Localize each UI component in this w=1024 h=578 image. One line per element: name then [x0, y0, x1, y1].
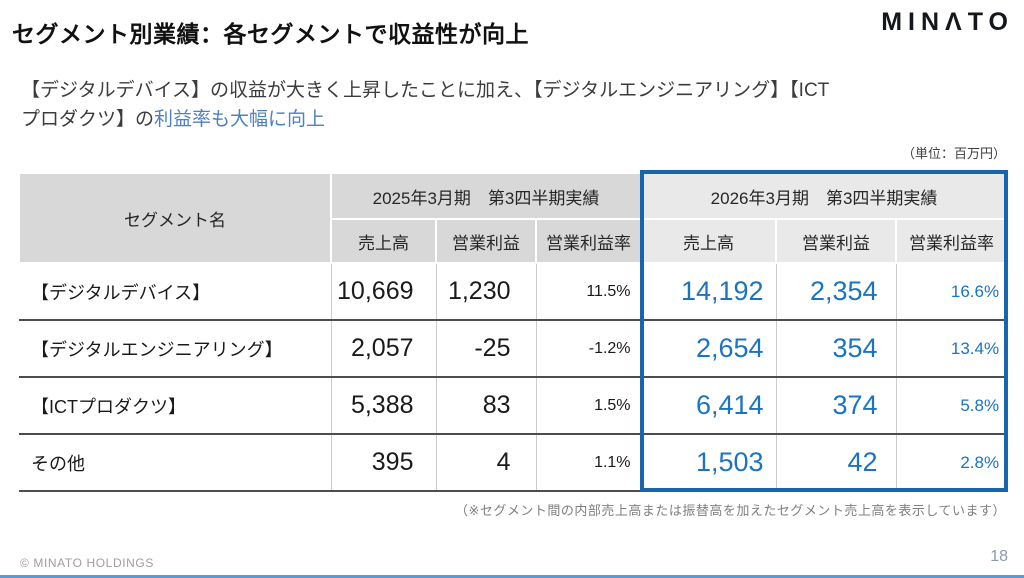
sales-fy2026-cell: 6,414 [640, 377, 777, 435]
sales-fy2025-cell: 2,057 [330, 320, 436, 378]
profit-fy2025-cell: 4 [435, 434, 536, 492]
subtitle-highlight: 利益率も大幅に向上 [154, 109, 326, 130]
sales-fy2026-cell: 1,503 [640, 434, 777, 492]
margin-fy2025-cell: 1.5% [535, 377, 642, 435]
copyright: © MINATO HOLDINGS [20, 556, 154, 570]
margin-fy2025-cell: -1.2% [535, 320, 642, 378]
minato-logo: MINΛTO [881, 8, 1014, 36]
profit-fy2026-cell: 2,354 [775, 263, 897, 321]
sales-fy2025-cell: 5,388 [330, 377, 436, 435]
table-row-digital-engineering: 【デジタルエンジニアリング】 2,057 -25 -1.2% 2,654 354… [19, 320, 1008, 378]
segment-name-cell: 【デジタルデバイス】 [19, 263, 331, 321]
column-group-fy2025: 2025年3月期 第3四半期実績 [329, 172, 643, 220]
column-header-margin-fy2026: 営業利益率 [895, 218, 1009, 264]
page-number: 18 [990, 548, 1008, 565]
margin-fy2025-cell: 11.5% [535, 263, 642, 321]
table-row-digital-devices: 【デジタルデバイス】 10,669 1,230 11.5% 14,192 2,3… [19, 263, 1008, 321]
profit-fy2026-cell: 42 [775, 434, 897, 492]
column-header-segment-name: セグメント名 [18, 172, 332, 264]
column-header-sales-fy2026: 売上高 [640, 218, 778, 264]
sales-fy2026-cell: 2,654 [640, 320, 777, 378]
segment-name-cell: その他 [19, 434, 331, 492]
table-row-ict-products: 【ICTプロダクツ】 5,388 83 1.5% 6,414 374 5.8% [19, 377, 1008, 435]
segment-name-cell: 【デジタルエンジニアリング】 [19, 320, 331, 378]
sales-fy2025-cell: 10,669 [330, 263, 436, 321]
column-header-profit-fy2026: 営業利益 [775, 218, 898, 264]
profit-fy2025-cell: 1,230 [435, 263, 536, 321]
segment-name-cell: 【ICTプロダクツ】 [19, 377, 331, 435]
margin-fy2026-cell: 16.6% [895, 263, 1008, 321]
bottom-accent-bar [0, 575, 1024, 578]
page-title: セグメント別業績：各セグメントで収益性が向上 [12, 21, 529, 47]
margin-fy2026-cell: 13.4% [895, 320, 1008, 378]
sales-fy2026-cell: 14,192 [640, 263, 777, 321]
profit-fy2026-cell: 374 [775, 377, 897, 435]
sales-fy2025-cell: 395 [330, 434, 436, 492]
segment-table-area: セグメント名 2025年3月期 第3四半期実績 2026年3月期 第3四半期実績… [18, 170, 1009, 492]
margin-fy2025-cell: 1.1% [535, 434, 642, 492]
segment-performance-table: セグメント名 2025年3月期 第3四半期実績 2026年3月期 第3四半期実績… [18, 172, 1009, 492]
column-header-margin-fy2025: 営業利益率 [534, 218, 643, 264]
unit-note: （単位：百万円） [901, 146, 1006, 161]
column-header-profit-fy2025: 営業利益 [435, 218, 537, 264]
margin-fy2026-cell: 2.8% [895, 434, 1008, 492]
subtitle-line2-prefix: プロダクツ】の [21, 109, 155, 130]
footnote: （※セグメント間の内部売上高または振替高を加えたセグメント売上高を表示しています… [454, 503, 1006, 518]
profit-fy2025-cell: -25 [435, 320, 536, 378]
profit-fy2026-cell: 354 [775, 320, 897, 378]
column-group-fy2026: 2026年3月期 第3四半期実績 [640, 172, 1009, 220]
margin-fy2026-cell: 5.8% [895, 377, 1008, 435]
table-row-other: その他 395 4 1.1% 1,503 42 2.8% [19, 434, 1008, 492]
column-header-sales-fy2025: 売上高 [330, 218, 437, 264]
profit-fy2025-cell: 83 [435, 377, 536, 435]
subtitle-line1: 【デジタルデバイス】の収益が大きく上昇したことに加え、【デジタルエンジニアリング… [21, 80, 830, 101]
subtitle: 【デジタルデバイス】の収益が大きく上昇したことに加え、【デジタルエンジニアリング… [21, 76, 1001, 134]
